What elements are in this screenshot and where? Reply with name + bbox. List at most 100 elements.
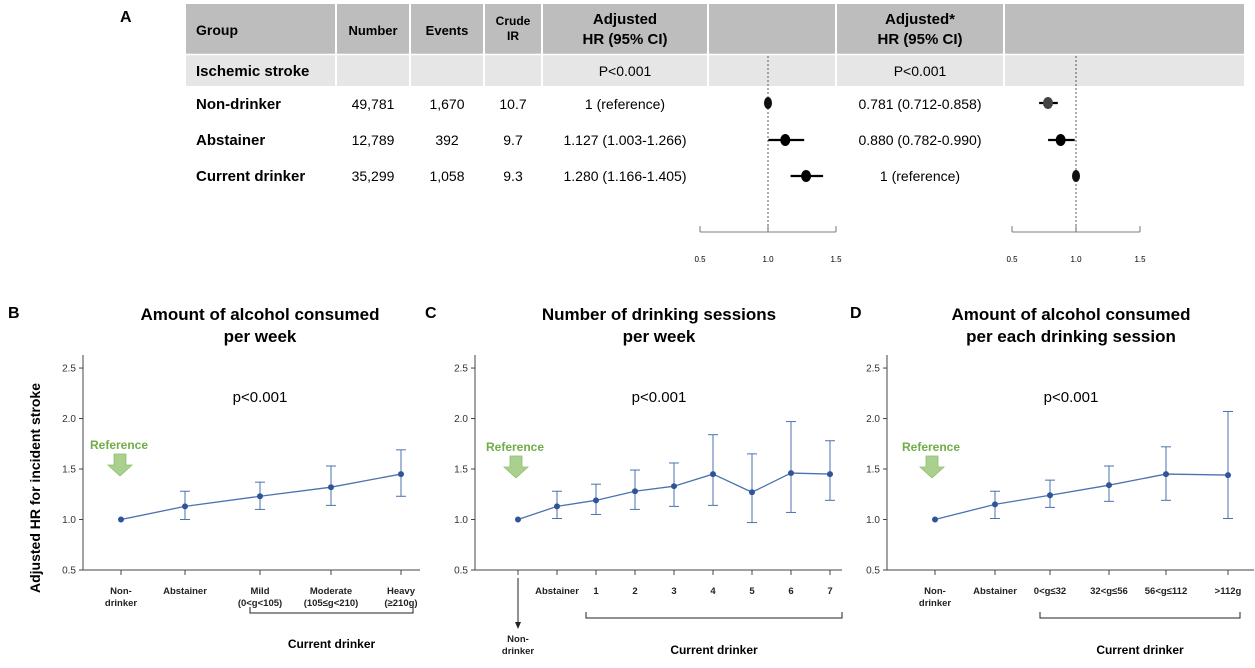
chart-title: Amount of alcohol consumed [952, 305, 1191, 324]
header-adjusted: Adjusted [593, 11, 657, 28]
row-number: 35,299 [352, 168, 395, 184]
series-line [934, 473, 1229, 521]
section-separators [335, 55, 1005, 86]
x-tick-label: 3 [671, 586, 676, 597]
nondrinker-label: Non- [507, 634, 529, 645]
row-adjusted: 1.127 (1.003-1.266) [564, 132, 687, 148]
forest-point [780, 134, 791, 146]
y-tick-label: 1.5 [454, 465, 468, 476]
chart-c: Number of drinking sessions per week 0.5 1.… [454, 305, 843, 657]
reference-label: Reference [902, 440, 960, 454]
panel-b-label: B [8, 305, 20, 322]
data-point [632, 488, 638, 495]
x-tick-label: 4 [710, 586, 716, 597]
forest1-tick-1.5: 1.5 [830, 255, 842, 264]
data-point [710, 471, 716, 478]
y-tick-label: 2.5 [866, 364, 880, 375]
y-tick-label: 0.5 [62, 566, 76, 577]
table-row: Current drinker 35,299 1,058 9.3 1.280 (… [196, 168, 960, 185]
data-point [671, 483, 677, 490]
forest1-tick-0.5: 0.5 [694, 255, 706, 264]
reference-label: Reference [486, 440, 544, 454]
y-tick-label: 2.5 [454, 364, 468, 375]
forest-reference-point [764, 97, 772, 109]
reference-arrow-icon [106, 453, 134, 477]
panel-d-label: D [850, 305, 862, 322]
data-point [257, 493, 263, 500]
forest-plot-adjusted-star [1011, 56, 1141, 233]
section-p-adjusted-star: P<0.001 [894, 63, 947, 79]
reference-label: Reference [90, 438, 148, 452]
row-events: 392 [435, 132, 459, 148]
panel-c-label: C [425, 305, 437, 322]
header-number: Number [348, 23, 397, 38]
forest2-tick-0.5: 0.5 [1006, 255, 1018, 264]
forest-plot-adjusted [699, 56, 837, 233]
y-tick-label: 0.5 [866, 566, 880, 577]
row-events: 1,058 [429, 168, 464, 184]
row-adjusted: 1.280 (1.166-1.405) [564, 168, 687, 184]
group-label: Current drinker [1096, 643, 1184, 657]
x-tick-label: drinker [105, 598, 138, 609]
y-tick-label: 2.0 [454, 414, 468, 425]
panel-a-label: A [120, 9, 132, 26]
p-value: p<0.001 [1044, 389, 1099, 406]
data-point [749, 489, 755, 496]
forest2-tick-1.0: 1.0 [1070, 255, 1082, 264]
panels-bcd-line-charts: B C D Adjusted HR for incident stroke Am… [8, 305, 1254, 657]
row-adjusted-star: 0.781 (0.712-0.858) [859, 96, 982, 112]
y-tick-label: 1.5 [62, 465, 76, 476]
y-tick-label: 1.0 [866, 515, 880, 526]
x-tick-label: Heavy [387, 586, 416, 597]
y-tick-label: 2.0 [866, 414, 880, 425]
header-events: Events [426, 23, 469, 38]
y-axis-label: Adjusted HR for incident stroke [27, 383, 43, 593]
header-ir: IR [507, 29, 519, 43]
forest-tick-labels: 0.5 1.0 1.5 0.5 1.0 1.5 [694, 255, 1146, 264]
data-point [827, 471, 833, 478]
data-point [398, 471, 404, 478]
section-label: Ischemic stroke [196, 63, 309, 80]
table-row: Abstainer 12,789 392 9.7 1.127 (1.003-1.… [196, 132, 981, 149]
forest-point [1055, 134, 1066, 146]
group-label: Current drinker [288, 637, 376, 651]
header-adjusted-star: Adjusted* [885, 11, 955, 28]
row-events: 1,670 [429, 96, 464, 112]
y-tick-label: 1.0 [62, 515, 76, 526]
chart-title: Number of drinking sessions [542, 305, 776, 324]
y-tick-label: 2.0 [62, 414, 76, 425]
header-separators [335, 4, 1005, 86]
row-number: 12,789 [352, 132, 395, 148]
chart-title: per week [623, 327, 696, 346]
chart-title: Amount of alcohol consumed [141, 305, 380, 324]
chart-title: per week [224, 327, 297, 346]
nondrinker-label: drinker [502, 646, 535, 657]
row-group: Non-drinker [196, 96, 281, 113]
group-bracket [585, 612, 843, 619]
x-tick-label: (0<g<105) [238, 598, 282, 609]
y-tick-label: 0.5 [454, 566, 468, 577]
panel-a-forest-table: A Group Number Events Crude IR Adjusted … [120, 4, 1244, 264]
p-value: p<0.001 [632, 389, 687, 406]
data-point [1163, 471, 1169, 478]
group-bracket [1039, 612, 1241, 619]
data-point [182, 503, 188, 510]
x-tick-label: (105≤g<210) [304, 598, 359, 609]
row-crude-ir: 9.3 [503, 168, 523, 184]
x-tick-label: >112g [1215, 586, 1242, 597]
x-tick-label: 6 [788, 586, 793, 597]
nondrinker-arrow-head [515, 622, 521, 629]
data-point [1106, 482, 1112, 489]
group-bracket [249, 607, 414, 614]
forest-reference-point [1072, 170, 1080, 182]
y-tick-label: 2.5 [62, 364, 76, 375]
x-tick-label: 32<g≤56 [1090, 586, 1128, 597]
chart-b: Amount of alcohol consumed per week 0.5 1.0… [62, 305, 420, 651]
reference-arrow-icon [502, 455, 530, 479]
x-tick-label: Moderate [310, 586, 352, 597]
y-tick-label: 1.0 [454, 515, 468, 526]
row-adjusted: 1 (reference) [585, 96, 665, 112]
data-point [118, 516, 124, 523]
forest1-tick-1.0: 1.0 [762, 255, 774, 264]
row-adjusted-star: 1 (reference) [880, 168, 960, 184]
